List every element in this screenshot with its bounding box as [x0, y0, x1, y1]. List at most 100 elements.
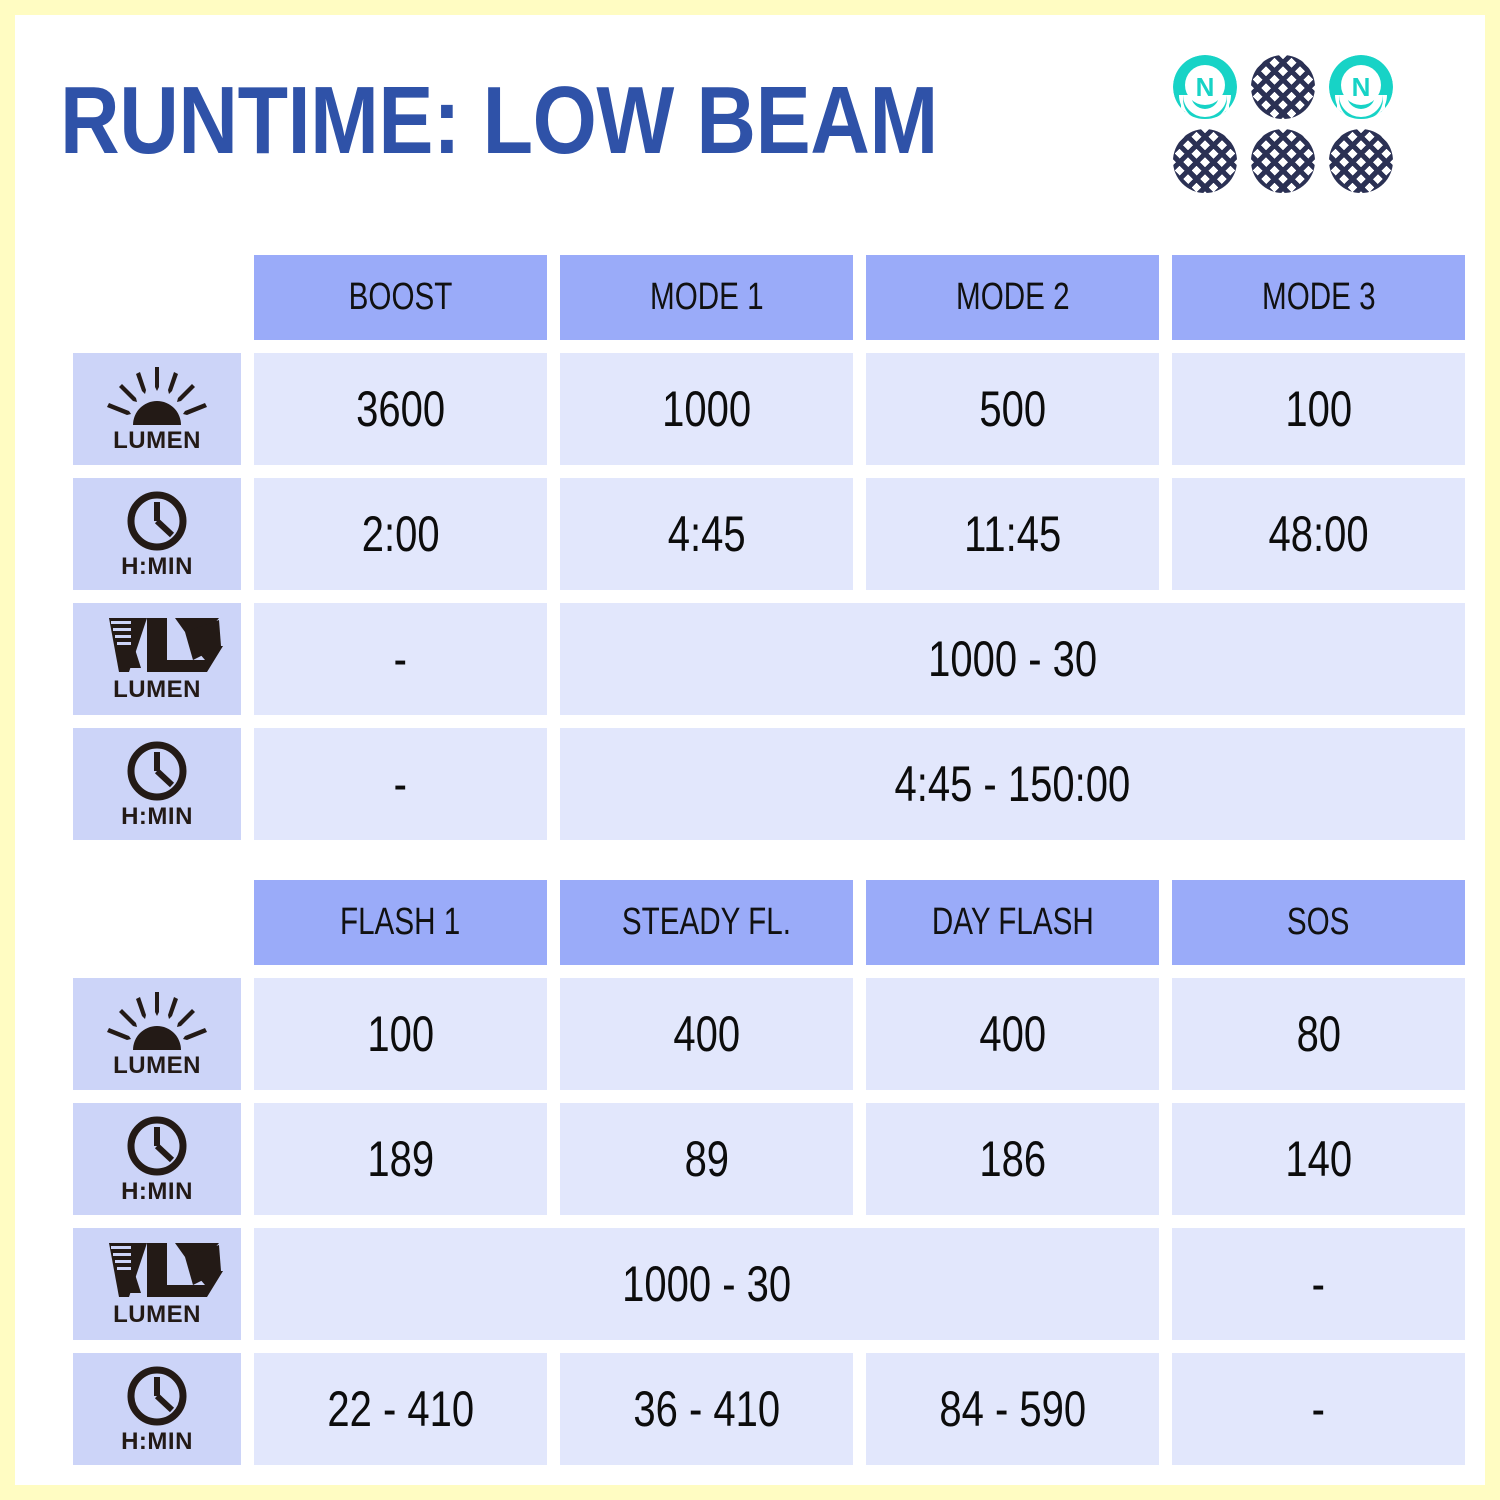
value-text: 1000 - 30 — [927, 631, 1098, 687]
value-text: - — [1311, 1256, 1326, 1312]
table1-row4-icon-cell: H:MIN — [73, 728, 241, 840]
value-text: 500 — [979, 381, 1046, 437]
clock-icon: H:MIN — [97, 486, 217, 582]
value-text: 4:45 — [667, 506, 746, 562]
brand-logo-grid: N N — [1173, 55, 1413, 205]
svg-text:N: N — [1196, 72, 1215, 102]
table2-header-flash-1: FLASH 1 — [254, 880, 547, 965]
table2-row2-icon-cell: H:MIN — [73, 1103, 241, 1215]
logo-dot-hatch — [1251, 55, 1315, 119]
sun-icon-label: LUMEN — [113, 427, 201, 454]
table2-row2-cell-flash-1: 189 — [254, 1103, 547, 1215]
table2-row4-cell-day-flash: 84 - 590 — [866, 1353, 1159, 1465]
sun-icon: LUMEN — [97, 986, 217, 1082]
table2-row4-cell-flash-1: 22 - 410 — [254, 1353, 547, 1465]
table1-row1-icon-cell: LUMEN — [73, 353, 241, 465]
table1-header-mode-1-label: MODE 1 — [649, 276, 764, 318]
table1-row2-cell-mode-3: 48:00 — [1172, 478, 1465, 590]
value-text: 80 — [1296, 1006, 1341, 1062]
table2-header-steady-fl: STEADY FL. — [560, 880, 853, 965]
value-text: 100 — [1285, 381, 1352, 437]
logo-dot-n-teal: N — [1173, 55, 1237, 119]
value-text: 11:45 — [963, 506, 1062, 562]
runtime-table-primary-modes: BOOST MODE 1 MODE 2 MODE 3 — [73, 255, 1465, 840]
logo-dot-hatch — [1251, 129, 1315, 193]
table2-row4-cell-sos: - — [1172, 1353, 1465, 1465]
table2-row1-cell-sos: 80 — [1172, 978, 1465, 1090]
table2-header-steady-fl-label: STEADY FL. — [621, 901, 792, 943]
table1-row2-cell-mode-1: 4:45 — [560, 478, 853, 590]
table1-header-boost-label: BOOST — [348, 276, 453, 318]
sun-icon-label: LUMEN — [113, 1052, 201, 1079]
table1-row1-cell-mode-2: 500 — [866, 353, 1159, 465]
logo-dot-hatch — [1329, 129, 1393, 193]
page-title: RUNTIME: LOW BEAM — [60, 67, 938, 174]
table2-row2-cell-day-flash: 186 — [866, 1103, 1159, 1215]
clock-icon-label: H:MIN — [121, 1428, 193, 1455]
table2-row2-cell-sos: 140 — [1172, 1103, 1465, 1215]
header-row-spacer — [73, 880, 241, 965]
table2-row3-cell-flash-merged: 1000 - 30 — [254, 1228, 1159, 1340]
table2-row1-cell-steady-fl: 400 — [560, 978, 853, 1090]
table1-row1-cell-mode-3: 100 — [1172, 353, 1465, 465]
value-text: 3600 — [355, 381, 445, 437]
value-text: 189 — [367, 1131, 434, 1187]
table2-header-day-flash: DAY FLASH — [866, 880, 1159, 965]
table1-row3-cell-boost: - — [254, 603, 547, 715]
table1-header-mode-3: MODE 3 — [1172, 255, 1465, 340]
table2-header-sos-label: SOS — [1287, 901, 1350, 943]
header-row-spacer — [73, 255, 241, 340]
table2-row3-cell-sos: - — [1172, 1228, 1465, 1340]
table2-header-sos: SOS — [1172, 880, 1465, 965]
value-text: 84 - 590 — [939, 1381, 1086, 1437]
table1-row1-cell-mode-1: 1000 — [560, 353, 853, 465]
table2-row4-cell-steady-fl: 36 - 410 — [560, 1353, 853, 1465]
clock-icon-label: H:MIN — [121, 553, 193, 580]
table1-row3-icon-cell: LUMEN — [73, 603, 241, 715]
vls-logo-icon-label: LUMEN — [113, 676, 201, 703]
value-text: - — [393, 756, 408, 812]
value-text: 1000 — [661, 381, 751, 437]
table1-header-mode-1: MODE 1 — [560, 255, 853, 340]
value-text: 48:00 — [1268, 506, 1369, 562]
page-canvas: RUNTIME: LOW BEAM N — [15, 15, 1485, 1485]
table1-row2-cell-mode-2: 11:45 — [866, 478, 1159, 590]
value-text: 89 — [684, 1131, 729, 1187]
vls-logo-icon-label: LUMEN — [113, 1301, 201, 1328]
clock-icon: H:MIN — [97, 1361, 217, 1457]
value-text: 1000 - 30 — [621, 1256, 792, 1312]
value-text: 4:45 - 150:00 — [894, 756, 1131, 812]
table2-row4-icon-cell: H:MIN — [73, 1353, 241, 1465]
clock-icon: H:MIN — [97, 1111, 217, 1207]
table1-header-mode-3-label: MODE 3 — [1261, 276, 1376, 318]
svg-text:N: N — [1352, 72, 1371, 102]
logo-dot-n-teal: N — [1329, 55, 1393, 119]
value-text: 400 — [979, 1006, 1046, 1062]
table2-header-day-flash-label: DAY FLASH — [931, 901, 1094, 943]
table1-header-mode-2: MODE 2 — [866, 255, 1159, 340]
table2-row2-cell-steady-fl: 89 — [560, 1103, 853, 1215]
table2-row3-icon-cell: LUMEN — [73, 1228, 241, 1340]
table1-row4-cell-boost: - — [254, 728, 547, 840]
clock-icon-label: H:MIN — [121, 803, 193, 830]
clock-icon-label: H:MIN — [121, 1178, 193, 1205]
table2-row1-cell-day-flash: 400 — [866, 978, 1159, 1090]
table2-row1-icon-cell: LUMEN — [73, 978, 241, 1090]
value-text: 22 - 410 — [327, 1381, 474, 1437]
value-text: 2:00 — [361, 506, 440, 562]
sun-icon: LUMEN — [97, 361, 217, 457]
value-text: - — [393, 631, 408, 687]
logo-dot-hatch — [1173, 129, 1237, 193]
value-text: - — [1311, 1381, 1326, 1437]
table1-row4-cell-modes-merged: 4:45 - 150:00 — [560, 728, 1465, 840]
value-text: 186 — [979, 1131, 1046, 1187]
value-text: 140 — [1285, 1131, 1352, 1187]
table1-row1-cell-boost: 3600 — [254, 353, 547, 465]
table2-row1-cell-flash-1: 100 — [254, 978, 547, 1090]
value-text: 100 — [367, 1006, 434, 1062]
table1-row2-icon-cell: H:MIN — [73, 478, 241, 590]
table1-header-mode-2-label: MODE 2 — [955, 276, 1070, 318]
table1-header-boost: BOOST — [254, 255, 547, 340]
table1-row2-cell-boost: 2:00 — [254, 478, 547, 590]
